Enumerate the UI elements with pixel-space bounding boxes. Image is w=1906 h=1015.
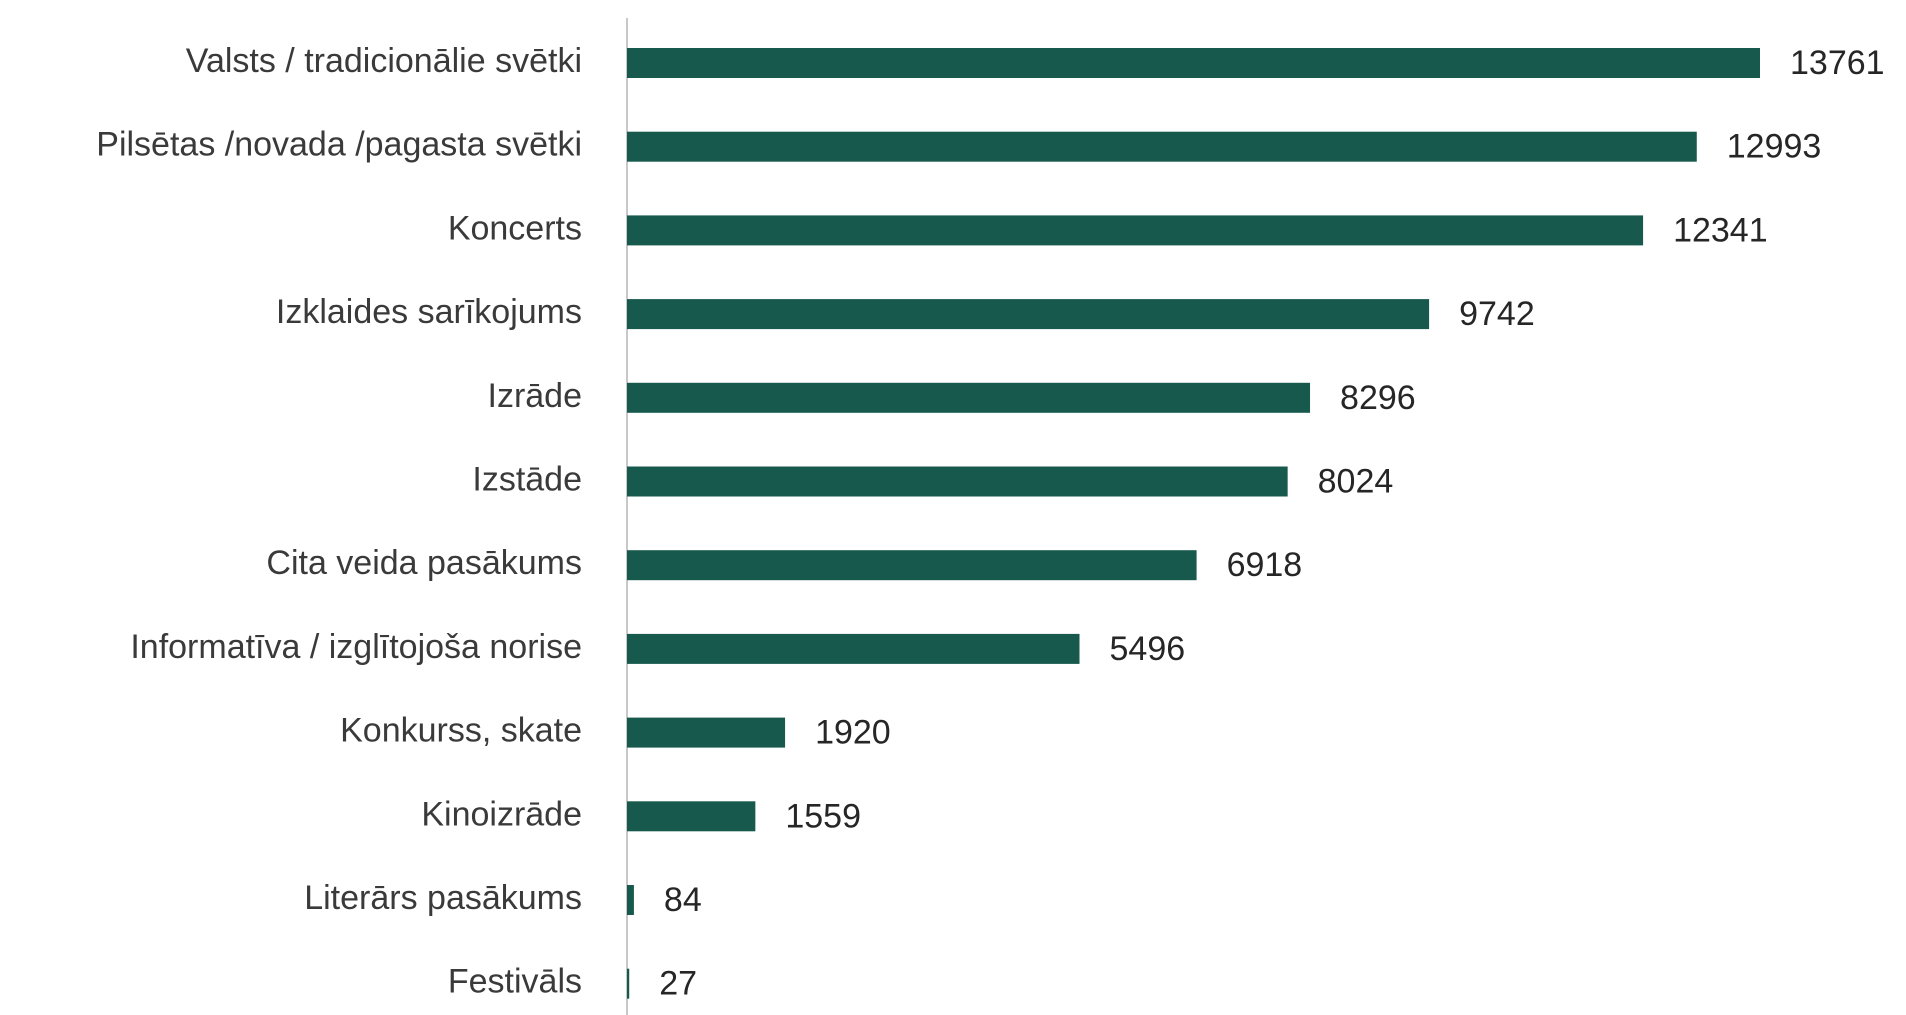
data-label: 5496 (1110, 630, 1186, 668)
bar (627, 717, 786, 748)
category-label: Izstāde (472, 460, 582, 498)
category-label: Cita veida pasākums (266, 544, 582, 582)
bar (627, 633, 1080, 664)
data-labels: 13761 12993 12341 9742 8296 8024 6918 5496 1920 1… (659, 44, 1884, 1003)
category-label: Izklaides sarīkojums (276, 293, 582, 331)
category-label: Konkurss, skate (340, 712, 582, 750)
category-labels: Valsts / tradicionālie svētki Pilsētas /n… (96, 42, 582, 1001)
bar (627, 968, 630, 999)
data-label: 12341 (1673, 211, 1768, 249)
category-label: Valsts / tradicionālie svētki (186, 42, 582, 80)
bar (627, 382, 1311, 413)
bar (627, 885, 634, 915)
category-label: Kinoizrāde (421, 795, 582, 833)
bar (627, 466, 1288, 497)
bar (627, 48, 1760, 78)
bar (627, 215, 1644, 246)
data-label: 27 (659, 965, 697, 1003)
bar (627, 131, 1697, 162)
data-label: 6918 (1227, 546, 1303, 584)
category-label: Koncerts (448, 209, 582, 247)
bars (627, 48, 1760, 999)
category-label: Izrāde (488, 377, 583, 415)
data-label: 84 (664, 881, 702, 919)
category-label: Literārs pasākums (304, 879, 582, 917)
data-label: 8296 (1340, 379, 1416, 417)
category-label: Informatīva / izglītojoša norise (130, 628, 582, 666)
data-label: 1920 (815, 714, 891, 752)
data-label: 12993 (1727, 128, 1822, 166)
data-label: 8024 (1318, 462, 1394, 500)
bar (627, 801, 756, 832)
data-label: 9742 (1459, 295, 1535, 333)
data-label: 1559 (785, 797, 861, 835)
bar (627, 550, 1197, 581)
data-label: 13761 (1790, 44, 1885, 82)
bar (627, 299, 1430, 330)
category-label: Pilsētas /novada /pagasta svētki (96, 126, 582, 164)
category-label: Festivāls (448, 963, 582, 1001)
